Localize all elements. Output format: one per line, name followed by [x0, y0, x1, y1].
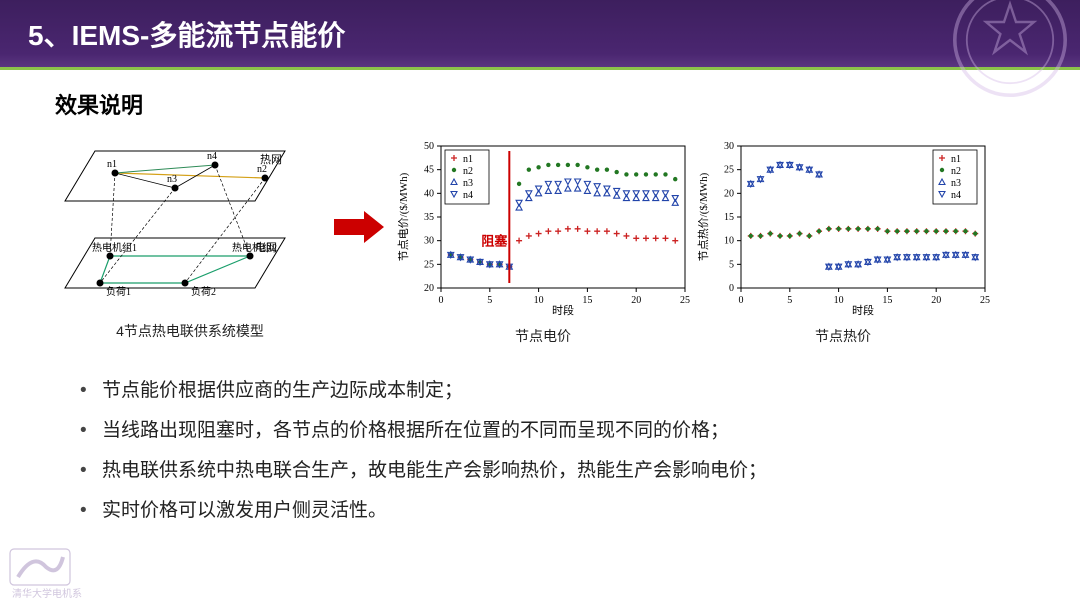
svg-text:20: 20 — [724, 188, 734, 199]
svg-text:25: 25 — [980, 295, 990, 306]
svg-text:5: 5 — [487, 295, 492, 306]
slide-title: 5、IEMS-多能流节点能价 — [28, 14, 345, 54]
svg-text:25: 25 — [424, 259, 434, 270]
chart-electricity-price: 0 5 10 15 20 25 20 25 30 35 40 45 50 时段 节点电价/($/MWh) 阻塞… — [393, 138, 693, 318]
svg-text:n2: n2 — [951, 166, 961, 177]
bullet-item: 热电联供系统中热电联合生产，故电能生产会影响热价，热能生产会影响电价； — [80, 451, 1025, 491]
svg-text:n3: n3 — [463, 178, 473, 189]
svg-text:25: 25 — [724, 165, 734, 176]
svg-text:10: 10 — [724, 236, 734, 247]
svg-text:20: 20 — [931, 295, 941, 306]
svg-text:负荷2: 负荷2 — [191, 285, 216, 298]
network-diagram: n1n4n3n2热网热电机组1热电机组2负荷1负荷2电网 — [55, 143, 325, 313]
department-logo-icon: 清华大学电机系 — [8, 547, 88, 602]
svg-text:20: 20 — [424, 283, 434, 294]
svg-text:20: 20 — [631, 295, 641, 306]
svg-text:n3: n3 — [167, 174, 177, 185]
svg-text:15: 15 — [882, 295, 892, 306]
svg-text:节点电价/($/MWh): 节点电价/($/MWh) — [397, 172, 410, 261]
chart-heat-price: 0 5 10 15 20 25 0 5 10 15 20 25 30 时段 节点热价/($/MWh) n1n2… — [693, 138, 993, 318]
svg-text:5: 5 — [729, 259, 734, 270]
slide-content: 效果说明 n1n4n3n2热网热电机组1热电机组2负荷1负荷2电网 4节点热电联… — [0, 70, 1080, 531]
svg-text:时段: 时段 — [852, 303, 874, 317]
svg-text:时段: 时段 — [552, 303, 574, 317]
chart2-caption: 节点热价 — [815, 326, 871, 346]
bullet-item: 当线路出现阻塞时，各节点的价格根据所在位置的不同而呈现不同的价格； — [80, 411, 1025, 451]
svg-text:n2: n2 — [463, 166, 473, 177]
svg-text:0: 0 — [739, 295, 744, 306]
svg-text:n4: n4 — [463, 190, 473, 201]
svg-text:10: 10 — [534, 295, 544, 306]
svg-text:n1: n1 — [107, 159, 117, 170]
arrow-icon — [329, 207, 389, 247]
svg-text:节点热价/($/MWh): 节点热价/($/MWh) — [697, 172, 710, 261]
svg-text:5: 5 — [787, 295, 792, 306]
svg-text:n3: n3 — [951, 178, 961, 189]
diagram-caption: 4节点热电联供系统模型 — [116, 321, 264, 341]
svg-text:清华大学电机系: 清华大学电机系 — [12, 587, 82, 600]
svg-text:热电机组1: 热电机组1 — [92, 241, 137, 254]
svg-text:n1: n1 — [463, 154, 473, 165]
diagram-panel: n1n4n3n2热网热电机组1热电机组2负荷1负荷2电网 4节点热电联供系统模型 — [55, 143, 325, 341]
svg-text:30: 30 — [724, 141, 734, 152]
slide-header: 5、IEMS-多能流节点能价 — [0, 0, 1080, 70]
svg-text:40: 40 — [424, 188, 434, 199]
svg-text:电网: 电网 — [255, 241, 277, 254]
svg-text:15: 15 — [582, 295, 592, 306]
figure-row: n1n4n3n2热网热电机组1热电机组2负荷1负荷2电网 4节点热电联供系统模型… — [55, 138, 1025, 346]
subtitle: 效果说明 — [55, 88, 1025, 120]
svg-text:0: 0 — [439, 295, 444, 306]
svg-text:n4: n4 — [207, 151, 217, 162]
svg-text:0: 0 — [729, 283, 734, 294]
svg-text:25: 25 — [680, 295, 690, 306]
svg-text:45: 45 — [424, 165, 434, 176]
bullet-list: 节点能价根据供应商的生产边际成本制定； 当线路出现阻塞时，各节点的价格根据所在位… — [55, 371, 1025, 531]
svg-text:50: 50 — [424, 141, 434, 152]
svg-text:热网: 热网 — [260, 153, 282, 166]
svg-text:阻塞: 阻塞 — [481, 233, 508, 248]
bullet-item: 节点能价根据供应商的生产边际成本制定； — [80, 371, 1025, 411]
svg-text:15: 15 — [724, 212, 734, 223]
chart1-caption: 节点电价 — [515, 326, 571, 346]
chart1-panel: 0 5 10 15 20 25 20 25 30 35 40 45 50 时段 节点电价/($/MWh) 阻塞… — [393, 138, 693, 346]
svg-text:n1: n1 — [951, 154, 961, 165]
svg-text:n4: n4 — [951, 190, 961, 201]
svg-text:10: 10 — [834, 295, 844, 306]
university-seal-icon — [950, 0, 1070, 100]
svg-text:30: 30 — [424, 236, 434, 247]
bullet-item: 实时价格可以激发用户侧灵活性。 — [80, 491, 1025, 531]
svg-text:35: 35 — [424, 212, 434, 223]
svg-text:负荷1: 负荷1 — [106, 285, 131, 298]
chart2-panel: 0 5 10 15 20 25 0 5 10 15 20 25 30 时段 节点热价/($/MWh) n1n2… — [693, 138, 993, 346]
